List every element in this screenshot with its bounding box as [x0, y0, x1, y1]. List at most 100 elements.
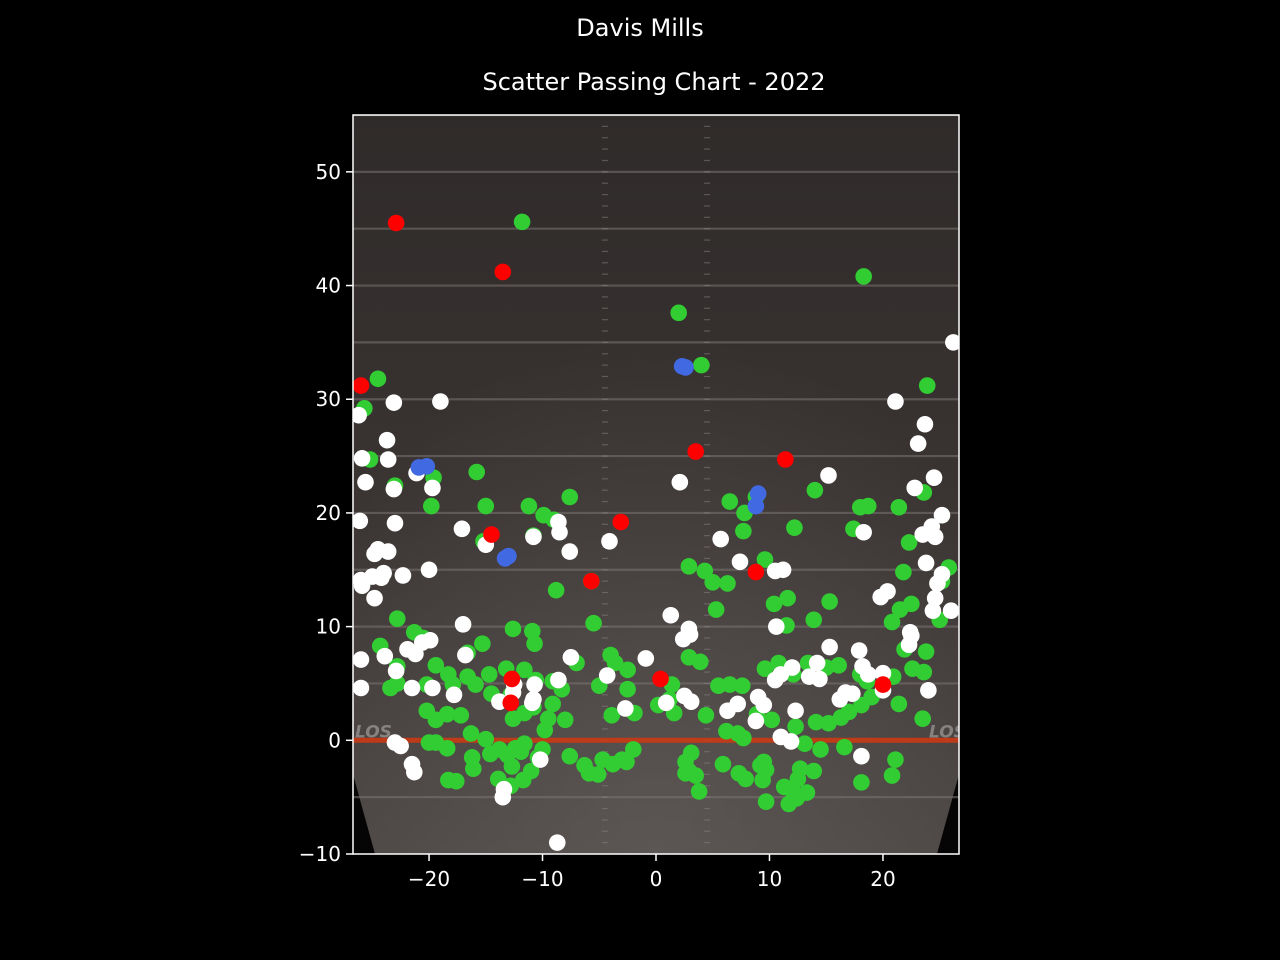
- point-incomplete: [548, 834, 566, 851]
- point-incomplete: [729, 695, 747, 713]
- point-complete: [504, 620, 522, 638]
- point-incomplete: [432, 393, 449, 410]
- point-complete: [853, 774, 870, 791]
- point-incomplete: [526, 676, 543, 693]
- point-complete: [474, 635, 491, 652]
- y-tick-label: 0: [328, 728, 341, 752]
- point-incomplete: [376, 647, 394, 665]
- point-incomplete: [712, 530, 729, 548]
- los-marker-left: LOS: [355, 722, 392, 742]
- point-complete: [756, 551, 774, 568]
- point-complete: [805, 611, 823, 629]
- point-complete: [561, 488, 579, 506]
- point-incomplete: [945, 334, 959, 351]
- point-complete: [763, 711, 781, 729]
- point-incomplete: [357, 473, 374, 491]
- point-incomplete: [933, 506, 951, 524]
- point-complete: [480, 666, 498, 683]
- point-incomplete: [925, 469, 943, 486]
- y-tick-label: −10: [299, 842, 341, 866]
- point-complete: [585, 614, 602, 632]
- point-interception: [777, 451, 794, 468]
- point-complete: [895, 563, 912, 581]
- point-complete: [765, 595, 783, 613]
- point-complete: [840, 703, 858, 721]
- football-field-background: LOS LOS: [353, 115, 966, 854]
- point-complete: [798, 784, 816, 801]
- point-incomplete: [906, 479, 924, 497]
- point-interception: [502, 694, 520, 712]
- point-incomplete: [920, 681, 937, 699]
- series-touchdown: [410, 357, 767, 567]
- point-incomplete: [926, 528, 944, 546]
- point-incomplete: [900, 636, 918, 654]
- point-complete: [806, 481, 824, 499]
- point-incomplete: [405, 763, 423, 781]
- figure-title: Davis Mills: [576, 14, 704, 42]
- x-tick-label: 0: [650, 867, 663, 891]
- point-incomplete: [682, 693, 700, 710]
- point-incomplete: [853, 747, 870, 765]
- point-touchdown: [500, 547, 517, 565]
- point-incomplete: [399, 641, 416, 658]
- point-incomplete: [457, 646, 474, 664]
- point-complete: [917, 643, 935, 660]
- point-incomplete: [353, 512, 369, 530]
- point-complete: [503, 758, 521, 775]
- y-tick-label: 10: [316, 615, 341, 639]
- point-complete: [462, 725, 480, 742]
- point-complete: [719, 575, 736, 592]
- point-complete: [603, 706, 621, 724]
- point-interception: [747, 563, 765, 581]
- y-tick-label: 30: [316, 387, 341, 411]
- point-complete: [618, 753, 635, 771]
- point-complete: [369, 370, 387, 388]
- point-incomplete: [387, 662, 405, 680]
- point-complete: [918, 377, 936, 394]
- point-interception: [687, 443, 705, 460]
- point-incomplete: [353, 406, 367, 424]
- point-incomplete: [855, 523, 872, 541]
- point-incomplete: [421, 631, 439, 649]
- point-complete: [697, 706, 715, 724]
- point-complete: [516, 735, 533, 753]
- y-tick-label: 20: [316, 501, 341, 525]
- point-complete: [452, 706, 470, 724]
- point-incomplete: [681, 626, 699, 643]
- point-complete: [687, 767, 705, 784]
- series-interception: [353, 214, 892, 712]
- point-interception: [483, 526, 500, 543]
- point-complete: [589, 766, 607, 783]
- point-interception: [503, 670, 521, 688]
- point-complete: [524, 622, 541, 640]
- point-complete: [805, 762, 823, 780]
- point-complete: [682, 744, 700, 762]
- x-tick-label: −20: [408, 867, 450, 891]
- point-complete: [796, 735, 813, 753]
- point-incomplete: [353, 651, 370, 668]
- point-complete: [423, 497, 440, 515]
- point-complete: [737, 770, 754, 788]
- los-marker-right: LOS: [929, 722, 966, 742]
- point-interception: [874, 676, 892, 693]
- point-incomplete: [909, 435, 927, 452]
- point-incomplete: [820, 467, 837, 484]
- point-complete: [721, 676, 739, 693]
- point-incomplete: [808, 654, 826, 672]
- point-incomplete: [561, 543, 579, 560]
- point-incomplete: [420, 561, 438, 579]
- point-complete: [855, 268, 872, 285]
- point-complete: [821, 593, 838, 610]
- point-incomplete: [353, 577, 371, 594]
- point-incomplete: [924, 602, 942, 619]
- point-complete: [820, 714, 837, 732]
- point-touchdown: [418, 458, 436, 475]
- point-incomplete: [424, 679, 441, 697]
- point-incomplete: [379, 451, 397, 468]
- point-complete: [859, 497, 877, 515]
- point-complete: [526, 635, 543, 652]
- y-tick-label: 50: [316, 160, 341, 184]
- point-complete: [779, 589, 796, 607]
- point-complete: [468, 463, 485, 481]
